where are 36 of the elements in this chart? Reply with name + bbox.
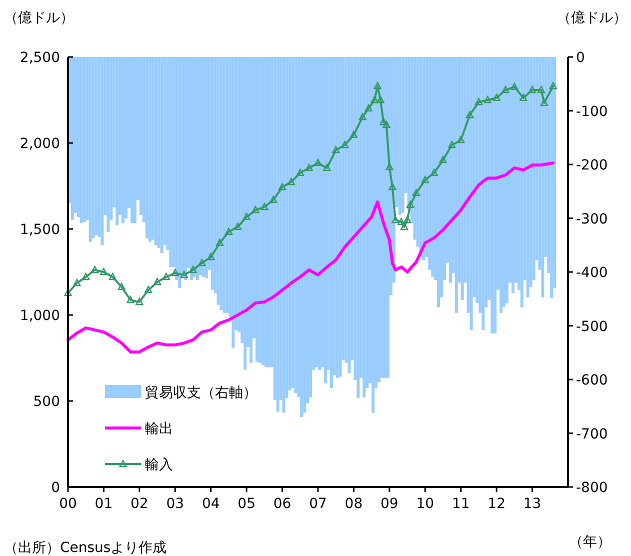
x-tick-label: 07 [309,496,327,512]
x-tick-label: 13 [523,496,542,512]
y2-tick-label: -500 [576,318,608,335]
y2-tick-label: -200 [576,158,608,174]
legend-label: 輸入 [145,457,173,473]
x-tick-label: 12 [488,496,506,512]
text: （出所）Censusより作成 [4,540,167,556]
y2-tick-label: -700 [576,426,608,442]
y-tick-label: 500 [33,394,60,410]
y-tick-label: 1,500 [20,222,60,238]
y2-tick-label: -100 [576,104,608,120]
y2-tick-label: 0 [576,50,585,66]
x-tick-label: 02 [130,496,148,512]
y-tick-label: 0 [51,480,60,496]
y-tick-label: 1,000 [20,308,60,324]
y2-tick-label: -600 [576,372,608,388]
x-tick-label: 03 [166,496,184,512]
x-tick-label: 08 [344,496,363,512]
x-tick-label: 06 [273,496,292,512]
y2-tick-label: -300 [576,211,608,228]
x-tick-label: 00 [59,496,77,512]
y2-axis-title: （億ドル） [557,10,627,26]
x-tick-label: 01 [94,496,113,512]
y-axis-title: （億ドル） [4,10,74,26]
y2-tick-label: -400 [576,265,608,281]
x-tick-label: 09 [380,496,398,512]
x-tick-label: 04 [202,496,220,512]
x-tick-label: 05 [238,496,256,512]
x-axis-title: （年） [569,534,611,550]
legend-label: 輸出 [145,421,173,437]
y-tick-label: 2,000 [20,136,60,152]
x-tick-label: 10 [416,496,434,512]
y2-tick-label: -800 [576,480,608,496]
legend-label: 貿易収支（右軸） [145,385,257,401]
y-tick-label: 2,500 [20,50,60,66]
x-tick-label: 11 [452,496,470,512]
